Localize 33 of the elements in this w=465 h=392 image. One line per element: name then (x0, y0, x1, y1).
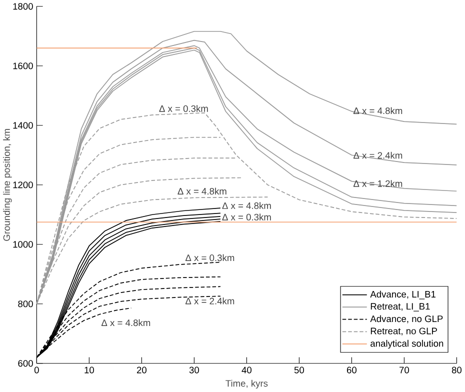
annotation: Δ x = 2.4km (353, 152, 402, 159)
y-tick-label: 600 (18, 360, 33, 367)
y-tick-label: 1200 (13, 182, 33, 188)
x-tick-label: 20 (136, 366, 146, 374)
x-tick-label: 60 (346, 366, 357, 374)
annotation: Δ x = 4.8km (222, 202, 271, 210)
x-tick-label: 50 (294, 366, 304, 374)
x-tick-label: 30 (189, 366, 199, 374)
x-tick-label: 40 (242, 366, 252, 374)
y-tick-label: 1400 (13, 122, 33, 129)
legend-label: Retreat, LI_B1 (370, 303, 430, 312)
annotation: Δ x = 2.4km (185, 298, 234, 304)
x-tick-label: 10 (84, 366, 94, 374)
x-tick-label: 70 (400, 366, 410, 374)
y-axis-title: Grounding line position, km (3, 129, 12, 242)
annotation: Δ x = 4.8km (353, 107, 402, 114)
annotation: Δ x = 0.3km (185, 254, 234, 262)
legend-label: Advance, LI_B1 (370, 290, 436, 300)
x-tick-label: 0 (34, 366, 39, 374)
legend-label: Advance, no GLP (370, 315, 443, 324)
y-tick-label: 1800 (13, 3, 33, 10)
x-axis-title: Time, kyrs (226, 380, 268, 389)
legend-label: analytical solution (370, 340, 444, 349)
y-tick-label: 1000 (13, 241, 33, 248)
legend-label: Retreat, no GLP (370, 328, 437, 336)
annotation: Δ x = 4.8km (178, 188, 226, 195)
annotation: Δ x = 0.3km (222, 214, 271, 221)
annotation: Δ x = 0.3km (159, 105, 208, 112)
x-tick-label: 80 (452, 366, 462, 374)
annotation: Δ x = 4.8km (101, 319, 150, 326)
annotation: Δ x = 1.2km (353, 180, 402, 187)
y-tick-label: 1600 (13, 62, 33, 70)
y-tick-label: 800 (18, 300, 33, 308)
